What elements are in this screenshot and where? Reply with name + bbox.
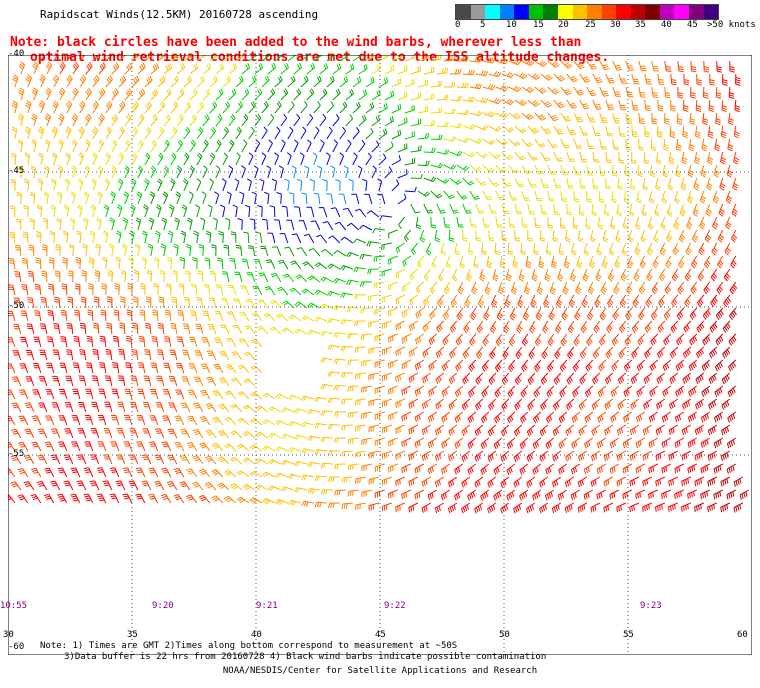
wind-speed-colorbar	[455, 4, 719, 20]
time-label: 9:22	[384, 601, 406, 611]
footer-note-2: 3)Data buffer is 22 hrs from 20160728 4)…	[64, 652, 547, 662]
colorbar-swatch	[557, 5, 573, 19]
colorbar-swatch	[630, 5, 646, 19]
colorbar-label: >50 knots	[707, 20, 756, 30]
colorbar-swatch	[601, 5, 617, 19]
colorbar-swatch	[543, 5, 558, 19]
time-label: 10:55	[0, 601, 28, 611]
colorbar-label: 5	[480, 20, 486, 30]
colorbar-swatch	[587, 5, 602, 19]
colorbar-swatch	[572, 5, 588, 19]
longitude-label: 60	[737, 630, 748, 640]
colorbar-label: 45	[687, 20, 698, 30]
colorbar-label: 25	[585, 20, 596, 30]
colorbar-swatch	[485, 5, 500, 19]
colorbar-label: 20	[558, 20, 569, 30]
colorbar-label: 0	[455, 20, 461, 30]
time-label: 9:20	[152, 601, 174, 611]
colorbar-swatch	[528, 5, 544, 19]
latitude-label: -50	[8, 301, 25, 311]
latitude-label: -55	[8, 449, 25, 459]
colorbar-swatch	[645, 5, 660, 19]
map-title: Rapidscat Winds(12.5KM) 20160728 ascendi…	[40, 8, 319, 21]
longitude-label: 40	[251, 630, 262, 640]
colorbar-swatch	[659, 5, 675, 19]
longitude-label: 50	[499, 630, 510, 640]
colorbar-swatch	[616, 5, 631, 19]
longitude-label: 45	[375, 630, 386, 640]
latitude-label: -60	[8, 642, 25, 652]
time-label: 9:21	[256, 601, 278, 611]
colorbar-swatch	[703, 5, 719, 19]
wind-barb-map	[8, 55, 752, 655]
colorbar-swatch	[456, 5, 471, 19]
colorbar-label: 35	[635, 20, 646, 30]
colorbar-label: 40	[661, 20, 672, 30]
time-label: 9:23	[640, 601, 662, 611]
longitude-label: 35	[127, 630, 138, 640]
colorbar-swatch	[499, 5, 515, 19]
latitude-label: -45	[8, 166, 25, 176]
footer-credit: NOAA/NESDIS/Center for Satellite Applica…	[222, 666, 538, 676]
colorbar-swatch	[674, 5, 689, 19]
colorbar-label: 10	[506, 20, 517, 30]
colorbar-label: 15	[533, 20, 544, 30]
lat-lon-grid	[8, 55, 752, 655]
longitude-label: 55	[623, 630, 634, 640]
colorbar-swatch	[514, 5, 529, 19]
colorbar-swatch	[470, 5, 486, 19]
colorbar-swatch	[689, 5, 704, 19]
footer-note-1: Note: 1) Times are GMT 2)Times along bot…	[40, 641, 458, 651]
colorbar-labels: 0 5 10 15 20 25 30 35 40 45 >50 knots	[455, 20, 756, 32]
note-line-1: Note: black circles have been added to t…	[10, 35, 582, 50]
colorbar-label: 30	[610, 20, 621, 30]
latitude-label: -40	[8, 49, 25, 59]
wind-barbs-layer	[8, 55, 750, 514]
longitude-label: 30	[3, 630, 14, 640]
